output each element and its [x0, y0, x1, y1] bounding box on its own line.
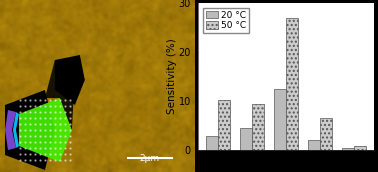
Polygon shape [5, 90, 55, 170]
Text: 2μm: 2μm [140, 154, 160, 163]
Polygon shape [13, 112, 19, 148]
Bar [253, 104, 264, 150]
Bar [274, 89, 287, 150]
Bar [320, 118, 332, 150]
Bar [354, 146, 366, 150]
Bar [206, 136, 218, 150]
Polygon shape [19, 98, 72, 162]
Polygon shape [55, 55, 85, 105]
Bar [308, 140, 320, 150]
Bar [287, 18, 298, 150]
Bar [240, 128, 253, 150]
Polygon shape [5, 110, 16, 150]
Legend: 20 °C, 50 °C: 20 °C, 50 °C [203, 8, 249, 33]
Bar [218, 100, 230, 150]
Y-axis label: Sensitivity (%): Sensitivity (%) [167, 39, 177, 114]
Polygon shape [45, 60, 75, 130]
Bar [342, 148, 354, 150]
